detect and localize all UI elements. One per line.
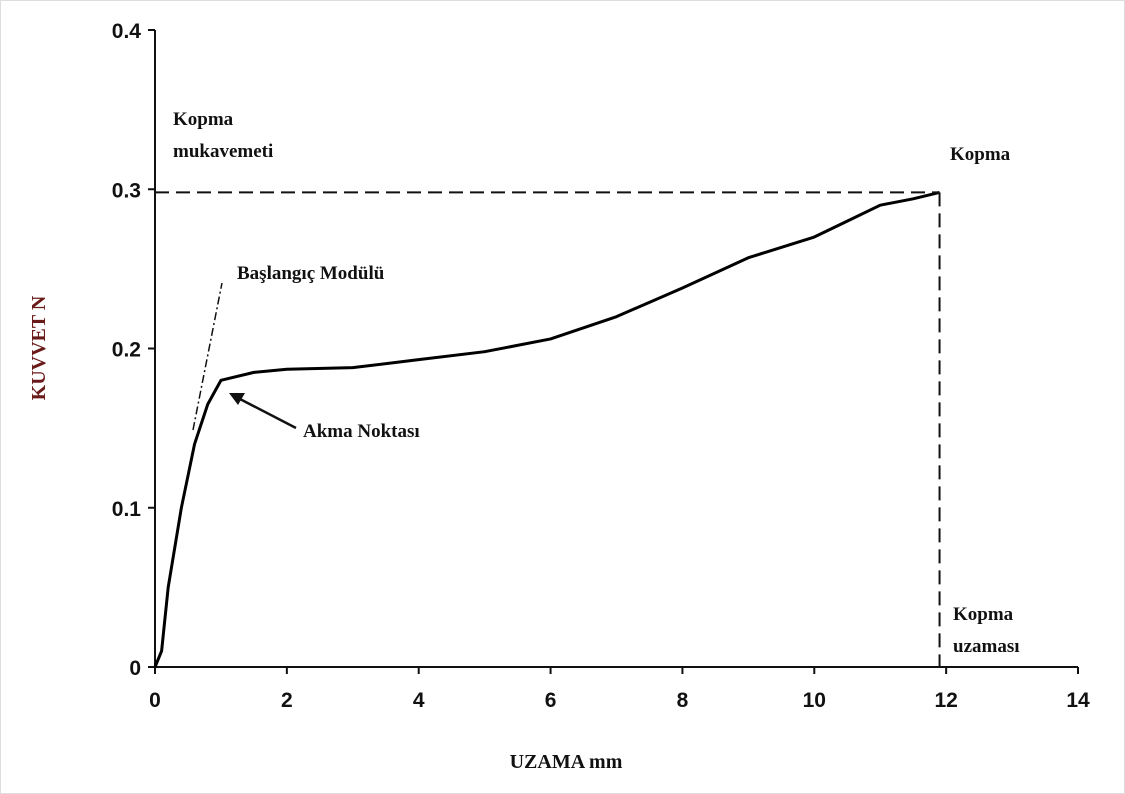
x-tick-label: 0 [149, 689, 161, 712]
x-tick-label: 14 [1066, 689, 1090, 712]
annotation: mukavemeti [173, 141, 273, 162]
y-tick-label: 0.2 [112, 339, 141, 362]
annotation: Kopma [173, 109, 234, 130]
y-tick-label: 0.3 [112, 179, 141, 202]
x-tick-label: 12 [934, 689, 957, 712]
y-tick-label: 0.1 [112, 498, 142, 521]
x-axis-label: UZAMA mm [510, 751, 623, 773]
x-tick-label: 2 [281, 689, 293, 712]
y-axis-label: KUVVET N [28, 295, 50, 400]
annotation: uzaması [953, 636, 1020, 657]
annotation: Kopma [950, 144, 1011, 165]
x-tick-label: 6 [545, 689, 557, 712]
annotation: Akma Noktası [303, 421, 420, 442]
x-tick-label: 10 [803, 689, 826, 712]
annotation: Kopma [953, 604, 1014, 625]
x-tick-label: 8 [677, 689, 689, 712]
y-tick-label: 0 [129, 657, 141, 680]
x-tick-label: 4 [413, 689, 425, 712]
arrow-head [229, 393, 245, 405]
arrow-shaft [237, 396, 297, 430]
data-line [153, 190, 940, 668]
modulus-tangent [192, 282, 223, 431]
annotation: Başlangıç Modülü [237, 263, 385, 284]
y-tick-label: 0.4 [112, 20, 142, 43]
